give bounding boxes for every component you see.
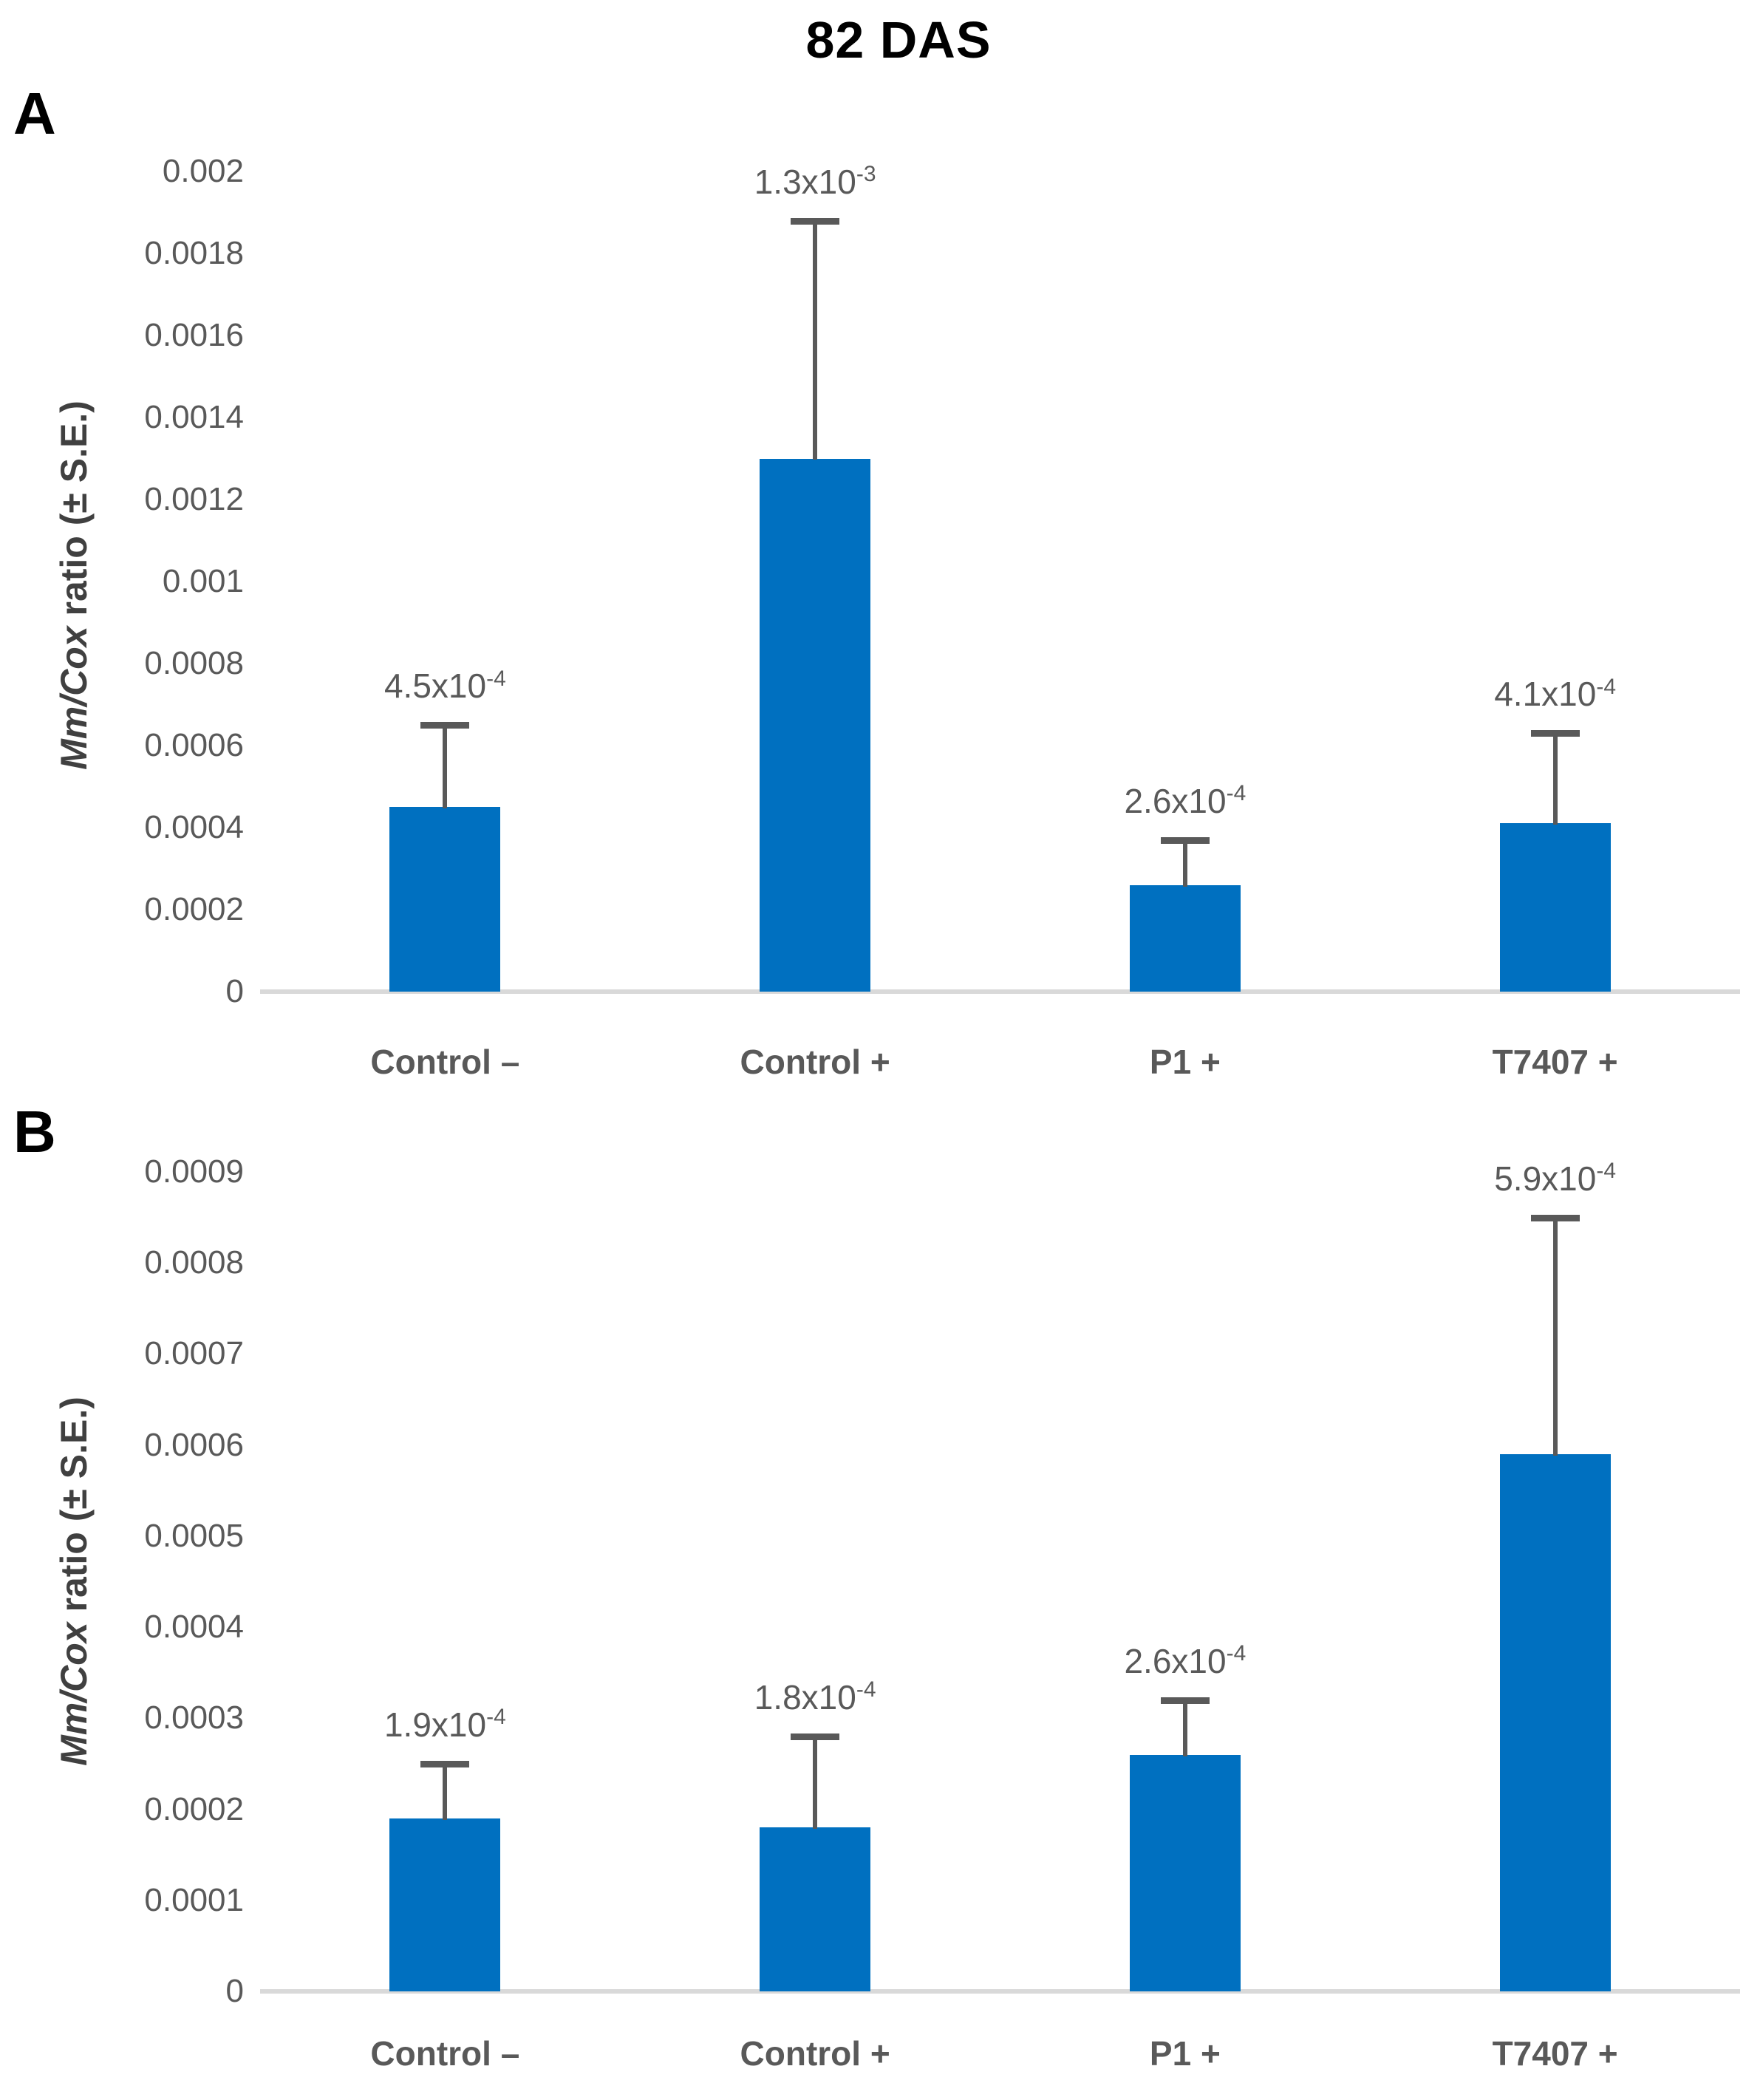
bar-a-3 (1499, 823, 1611, 992)
y-tick-label: 0.001 (162, 563, 244, 599)
x-category-label: Control + (740, 1043, 890, 1081)
data-label-exponent: -4 (1226, 1641, 1247, 1666)
bar-b-1 (760, 1827, 871, 1991)
data-label-base: 5.9x10 (1494, 1159, 1597, 1198)
y-tick-label: 0.0002 (144, 1790, 244, 1827)
data-label-exponent: -3 (856, 162, 876, 187)
error-bar-cap (1160, 1697, 1210, 1704)
y-tick-label: 0.0001 (144, 1881, 244, 1918)
data-label: 1.9x10-4 (290, 1705, 600, 1745)
y-tick-label: 0.0006 (144, 727, 244, 763)
data-label-exponent: -4 (1226, 781, 1247, 806)
data-label: 4.1x10-4 (1400, 674, 1711, 714)
data-label-exponent: -4 (486, 1705, 506, 1730)
y-tick-label: 0 (225, 973, 244, 1009)
panel-a-letter: A (13, 81, 56, 146)
y-tick-label: 0.0012 (144, 481, 244, 517)
panel-b-letter: B (13, 1099, 56, 1165)
x-axis-baseline (260, 989, 1740, 994)
y-tick-label: 0.0009 (144, 1153, 244, 1190)
data-label: 2.6x10-4 (1030, 781, 1340, 821)
data-label: 1.3x10-3 (660, 162, 970, 202)
y-tick-label: 0.0008 (144, 645, 244, 681)
y-tick-label: 0.002 (162, 153, 244, 189)
error-bar-cap (420, 1760, 470, 1767)
error-bar-cap (420, 722, 470, 729)
data-label: 1.8x10-4 (660, 1677, 970, 1717)
error-bar-whisker (1182, 839, 1187, 887)
error-bar-cap (791, 1733, 840, 1740)
error-bar-cap (1160, 836, 1210, 844)
error-bar-whisker (443, 725, 448, 809)
y-tick-label: 0.0002 (144, 891, 244, 927)
y-tick-label: 0.0018 (144, 235, 244, 271)
y-tick-label: 0 (225, 1973, 244, 2009)
error-bar-cap (791, 217, 840, 225)
error-bar-whisker (1182, 1700, 1187, 1756)
bar-a-1 (760, 458, 871, 992)
error-bar-whisker (443, 1763, 448, 1820)
y-tick-label: 0.0006 (144, 1426, 244, 1463)
y-tick-label: 0.0005 (144, 1517, 244, 1554)
bar-b-0 (389, 1818, 501, 1991)
x-category-label: Control + (740, 2034, 890, 2073)
y-tick-label: 0.0003 (144, 1700, 244, 1736)
x-category-label: Control – (370, 2034, 520, 2073)
data-label-exponent: -4 (856, 1677, 876, 1702)
error-bar-cap (1530, 730, 1580, 737)
data-label-base: 1.8x10 (754, 1677, 856, 1717)
data-label-base: 2.6x10 (1124, 1641, 1227, 1680)
data-label-base: 4.1x10 (1494, 675, 1597, 714)
bar-b-3 (1499, 1453, 1611, 1991)
bar-b-2 (1129, 1754, 1241, 1991)
data-label-exponent: -4 (486, 666, 506, 691)
error-bar-whisker (813, 220, 818, 460)
y-tick-label: 0.0007 (144, 1335, 244, 1372)
data-label-base: 1.3x10 (754, 162, 856, 201)
y-tick-label: 0.0004 (144, 809, 244, 845)
data-label-base: 1.9x10 (383, 1705, 487, 1744)
data-label-exponent: -4 (1596, 1159, 1617, 1184)
data-label-base: 2.6x10 (1124, 781, 1227, 820)
data-label: 4.5x10-4 (290, 666, 600, 706)
chart-title: 82 DAS (805, 11, 992, 69)
data-label-exponent: -4 (1596, 674, 1617, 699)
data-label: 5.9x10-4 (1400, 1159, 1711, 1199)
error-bar-whisker (813, 1736, 818, 1830)
x-category-label: Control – (370, 1043, 520, 1081)
y-tick-label: 0.0008 (144, 1244, 244, 1281)
error-bar-whisker (1552, 1217, 1558, 1456)
error-bar-cap (1530, 1214, 1580, 1221)
error-bar-whisker (1552, 733, 1558, 825)
data-label-base: 4.5x10 (383, 667, 487, 706)
y-tick-label: 0.0016 (144, 317, 244, 353)
data-label: 2.6x10-4 (1030, 1641, 1340, 1681)
x-category-label: T7407 + (1492, 1043, 1618, 1081)
bar-a-0 (389, 807, 501, 992)
y-tick-label: 0.0004 (144, 1609, 244, 1646)
y-tick-label: 0.0014 (144, 399, 244, 435)
x-category-label: P1 + (1149, 2034, 1221, 2073)
x-category-label: P1 + (1149, 1043, 1221, 1081)
x-category-label: T7407 + (1492, 2034, 1618, 2073)
bar-a-2 (1129, 884, 1241, 992)
x-axis-baseline (260, 1989, 1740, 1994)
